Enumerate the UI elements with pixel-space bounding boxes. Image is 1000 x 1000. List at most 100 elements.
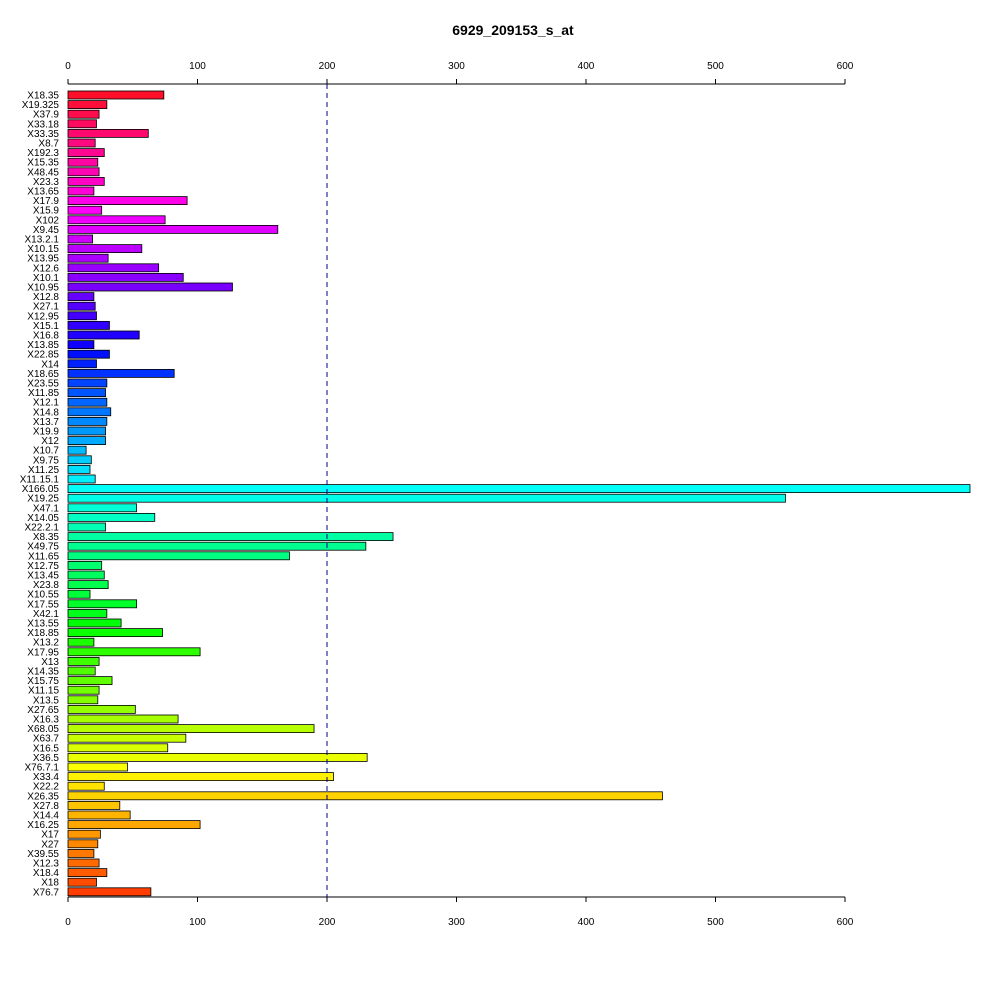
top-axis-tick-label: 200 — [319, 61, 336, 72]
bar — [67, 599, 138, 609]
category-label: X13.55 — [27, 619, 59, 630]
category-label: X16.25 — [27, 820, 59, 831]
category-label: X10.7 — [33, 446, 60, 457]
bar — [67, 705, 136, 714]
bar — [67, 791, 663, 801]
category-label: X19.25 — [27, 494, 59, 505]
bar — [67, 157, 99, 167]
category-label: X12 — [41, 436, 59, 447]
bar — [67, 561, 103, 570]
bar — [67, 388, 106, 398]
category-label: X18 — [41, 878, 59, 889]
category-label: X166.05 — [22, 484, 60, 495]
category-label: X12.1 — [33, 398, 60, 409]
bottom-axis-tick-label: 600 — [837, 917, 854, 928]
category-label: X76.7 — [33, 887, 60, 898]
bar — [67, 551, 290, 561]
category-label: X15.75 — [27, 676, 59, 687]
top-axis-tick-label: 300 — [448, 61, 465, 72]
bar — [67, 128, 149, 138]
category-label: X10.15 — [27, 244, 59, 255]
category-label: X27.1 — [33, 302, 60, 313]
bar — [67, 340, 95, 350]
category-label: X23.8 — [33, 580, 60, 591]
category-label: X15.9 — [33, 206, 60, 217]
category-label: X8.35 — [33, 532, 60, 543]
bar — [67, 580, 109, 589]
bar — [67, 474, 96, 484]
category-label: X33.35 — [27, 129, 59, 140]
category-label: X11.25 — [28, 465, 59, 476]
category-label: X9.45 — [33, 225, 60, 236]
category-label: X13.2.1 — [25, 235, 60, 246]
category-label: X16.5 — [33, 743, 60, 754]
category-label: X16.3 — [33, 715, 60, 726]
bar — [67, 186, 95, 196]
category-label: X33.18 — [27, 119, 59, 130]
category-label: X49.75 — [27, 542, 59, 553]
category-label: X22.85 — [27, 350, 59, 361]
bar — [67, 637, 95, 647]
bar — [67, 292, 95, 302]
category-label: X13.45 — [27, 571, 59, 582]
category-label: X11.15 — [28, 686, 59, 697]
category-label: X37.9 — [33, 110, 60, 121]
bar — [67, 90, 165, 100]
bar — [67, 349, 110, 359]
bar — [67, 810, 131, 820]
bottom-axis-tick-label: 200 — [319, 917, 336, 928]
category-label: X102 — [36, 215, 60, 226]
bar — [67, 801, 121, 810]
bar — [67, 666, 96, 676]
category-label: X14.4 — [33, 811, 60, 822]
top-x-axis: 0 100 200 300 400 500 600 — [65, 61, 854, 85]
bar — [67, 868, 108, 877]
bar — [67, 215, 166, 225]
bar — [67, 224, 279, 234]
bar — [67, 820, 201, 829]
category-label: X10.95 — [27, 283, 59, 294]
bar — [67, 887, 152, 897]
category-label: X9.75 — [33, 455, 60, 466]
bar — [67, 493, 786, 503]
category-label: X10.55 — [27, 590, 59, 601]
bar — [67, 436, 106, 446]
bar — [67, 378, 108, 388]
category-label: X11.85 — [28, 388, 59, 399]
category-label: X14 — [41, 359, 59, 370]
bar — [67, 234, 94, 244]
bar — [67, 176, 105, 186]
category-label: X11.65 — [28, 551, 59, 562]
category-label: X14.8 — [33, 407, 60, 418]
category-label: X12.8 — [33, 292, 60, 303]
category-label: X17.9 — [33, 196, 60, 207]
bar — [67, 330, 140, 340]
bottom-axis-tick-label: 400 — [578, 917, 595, 928]
bar — [67, 513, 156, 522]
top-axis-tick-label: 400 — [578, 61, 595, 72]
bottom-axis-tick-label: 500 — [707, 917, 724, 928]
bar — [67, 167, 100, 177]
category-label: X15.1 — [33, 321, 60, 332]
bar — [67, 148, 105, 158]
bar — [67, 464, 91, 474]
category-label: X17 — [41, 830, 59, 841]
bar — [67, 100, 108, 109]
bar — [67, 829, 101, 839]
bar — [67, 657, 100, 666]
bottom-x-axis: 0 100 200 300 400 500 600 — [65, 896, 854, 928]
bar — [67, 772, 334, 781]
category-label: X23.55 — [27, 379, 59, 390]
bar — [67, 724, 315, 733]
category-label: X27.8 — [33, 801, 60, 812]
category-label: X13.65 — [27, 187, 59, 198]
category-label: X12.6 — [33, 263, 60, 274]
top-axis-tick-label: 500 — [707, 61, 724, 72]
category-label: X63.7 — [33, 734, 60, 745]
category-label: X18.4 — [33, 868, 60, 879]
bar — [67, 445, 87, 455]
category-label: X27.65 — [27, 705, 59, 716]
bar — [67, 263, 160, 273]
bar — [67, 695, 99, 705]
bar — [67, 570, 105, 580]
